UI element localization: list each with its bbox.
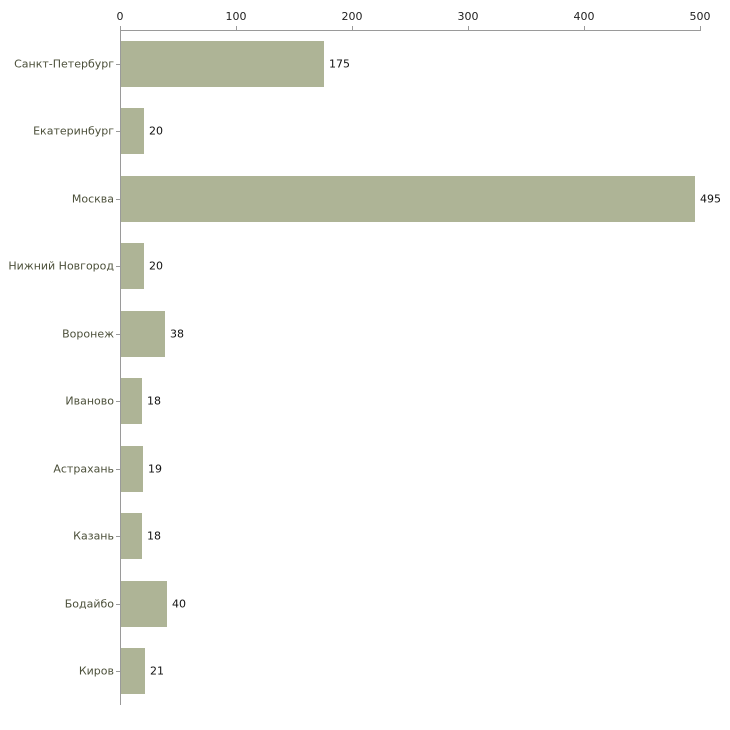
- category-label: Казань: [73, 529, 114, 543]
- x-axis-tick: [236, 26, 237, 30]
- x-axis-tick: [700, 26, 701, 30]
- bar: [121, 108, 144, 154]
- y-axis-line: [120, 30, 121, 705]
- x-axis-tick: [584, 26, 585, 30]
- bar: [121, 176, 695, 222]
- category-label: Иваново: [65, 394, 114, 408]
- y-axis-tick: [116, 604, 120, 605]
- category-label: Воронеж: [62, 327, 114, 341]
- bar: [121, 378, 142, 424]
- category-label: Москва: [71, 192, 114, 206]
- bar: [121, 446, 143, 492]
- category-label: Бодайбо: [64, 597, 114, 611]
- value-label: 21: [150, 664, 164, 678]
- x-axis-tick-label: 500: [689, 10, 711, 23]
- value-label: 18: [147, 529, 161, 543]
- value-label: 495: [700, 192, 721, 206]
- x-axis-tick: [352, 26, 353, 30]
- x-axis-tick: [468, 26, 469, 30]
- y-axis-tick: [116, 131, 120, 132]
- y-axis-tick: [116, 199, 120, 200]
- bar: [121, 648, 145, 694]
- category-label: Астрахань: [53, 462, 114, 476]
- category-label: Нижний Новгород: [8, 259, 114, 273]
- x-axis-tick-label: 0: [116, 10, 124, 23]
- category-label: Киров: [78, 664, 114, 678]
- y-axis-tick: [116, 671, 120, 672]
- y-axis-tick: [116, 401, 120, 402]
- y-axis-tick: [116, 266, 120, 267]
- x-axis-line: [120, 30, 701, 31]
- bar: [121, 41, 324, 87]
- value-label: 175: [329, 57, 350, 71]
- value-label: 19: [148, 462, 162, 476]
- x-axis-tick: [120, 26, 121, 30]
- value-label: 38: [170, 327, 184, 341]
- x-axis-tick-label: 400: [573, 10, 595, 23]
- y-axis-tick: [116, 64, 120, 65]
- value-label: 40: [172, 597, 186, 611]
- value-label: 18: [147, 394, 161, 408]
- category-label: Екатеринбург: [33, 124, 114, 138]
- value-label: 20: [149, 124, 163, 138]
- bar: [121, 581, 167, 627]
- category-label: Санкт-Петербург: [14, 57, 114, 71]
- y-axis-tick: [116, 334, 120, 335]
- bar: [121, 513, 142, 559]
- x-axis-tick-label: 300: [457, 10, 479, 23]
- x-axis-tick-label: 200: [341, 10, 363, 23]
- bar: [121, 311, 165, 357]
- bar: [121, 243, 144, 289]
- value-label: 20: [149, 259, 163, 273]
- x-axis-tick-label: 100: [225, 10, 247, 23]
- y-axis-tick: [116, 469, 120, 470]
- y-axis-tick: [116, 536, 120, 537]
